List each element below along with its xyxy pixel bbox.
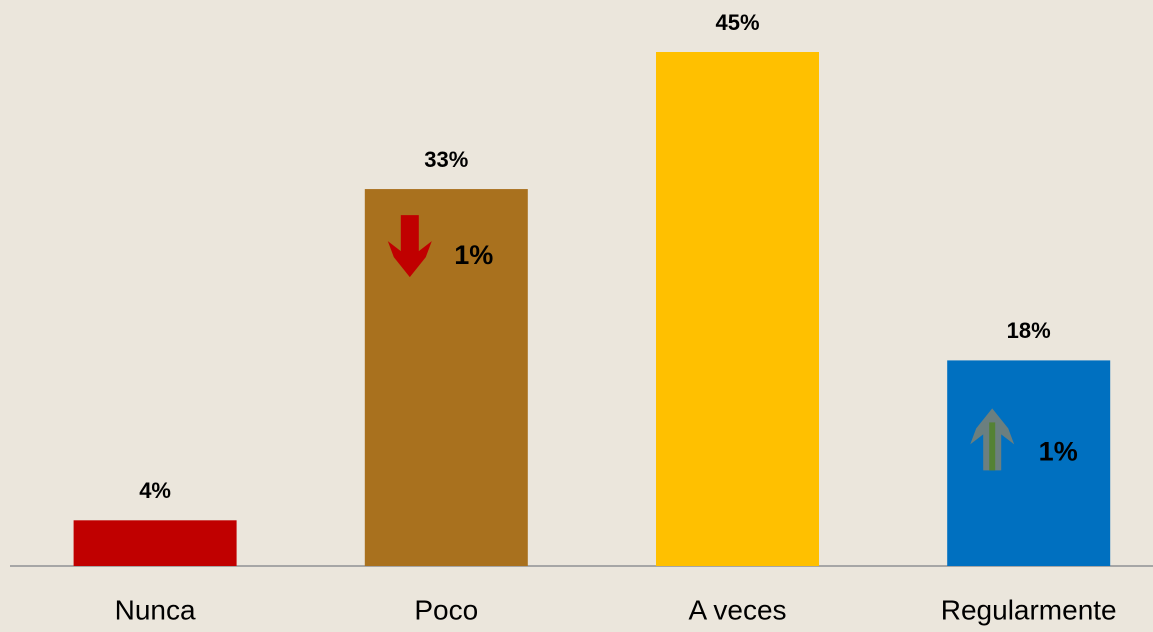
x-tick-label: A veces: [688, 594, 786, 625]
bar: [364, 189, 528, 567]
value-label: 45%: [715, 10, 759, 35]
x-tick-label: Nunca: [115, 594, 196, 625]
bar: [73, 520, 237, 566]
value-label: 4%: [139, 478, 171, 503]
bar: [656, 52, 819, 566]
x-tick-label: Poco: [414, 594, 478, 625]
value-label: 33%: [424, 147, 468, 172]
down-arrow: [387, 215, 432, 278]
annotation-label: 1%: [454, 240, 493, 270]
annotation-label: 1%: [1039, 437, 1078, 467]
x-tick-label: Regularmente: [941, 594, 1117, 625]
bar: [947, 360, 1111, 566]
value-label: 18%: [1007, 318, 1051, 343]
up-arrow-core: [989, 422, 996, 471]
